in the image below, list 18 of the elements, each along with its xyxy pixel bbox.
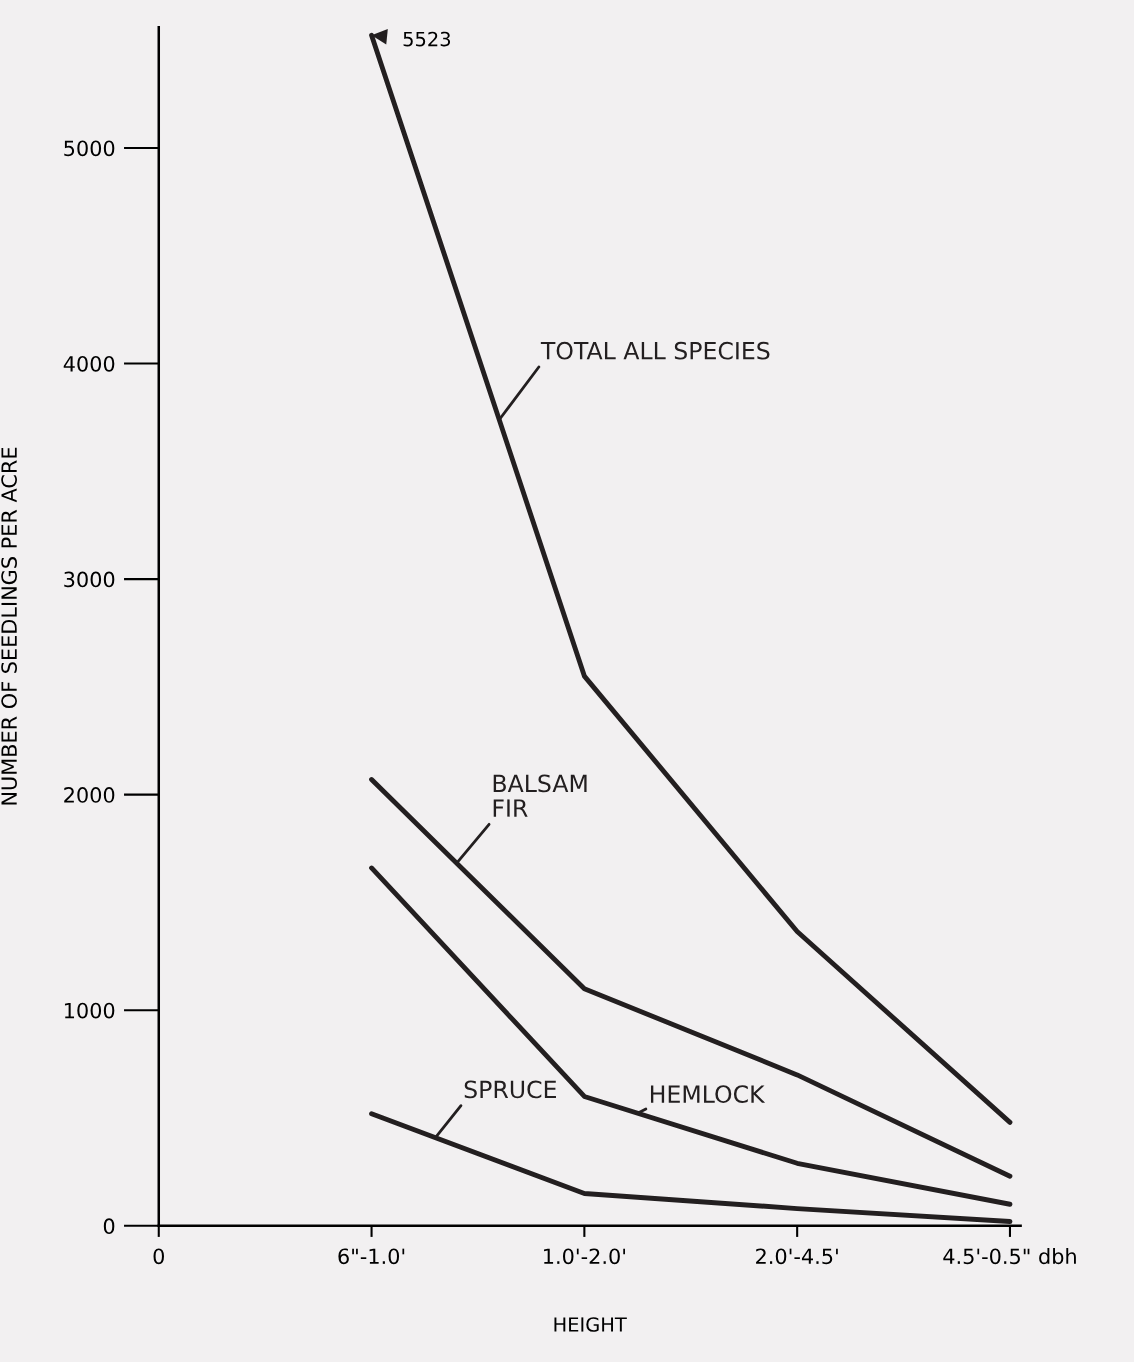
x-tick-label: 6"-1.0' xyxy=(338,1248,405,1265)
y-tick-label: 0 xyxy=(103,1218,115,1235)
x-tick-label: 0 xyxy=(153,1248,164,1265)
y-tick-label: 1000 xyxy=(64,1002,115,1019)
x-tick-label: 2.0'-4.5' xyxy=(756,1248,838,1265)
series-label: SPRUCE xyxy=(464,1080,556,1099)
x-axis-title: HEIGHT xyxy=(554,1317,627,1332)
y-tick-label: 5000 xyxy=(64,140,115,157)
annotation: 5523 xyxy=(403,31,451,47)
x-tick-label: 1.0'-2.0' xyxy=(544,1248,625,1265)
y-tick-label: 4000 xyxy=(63,355,115,372)
y-tick-label: 2000 xyxy=(64,787,115,803)
x-tick-label: 4.5'-0.5" dbh xyxy=(943,1248,1076,1265)
series-label: HEMLOCK xyxy=(650,1085,766,1104)
text: TOTAL ALL SPECIES xyxy=(540,341,770,360)
y-tick-label: 3000 xyxy=(64,571,115,588)
text: BALSAM FIR xyxy=(493,774,587,817)
y-axis-title: NUMBER OF SEEDLINGS PER ACRE xyxy=(1,447,17,805)
